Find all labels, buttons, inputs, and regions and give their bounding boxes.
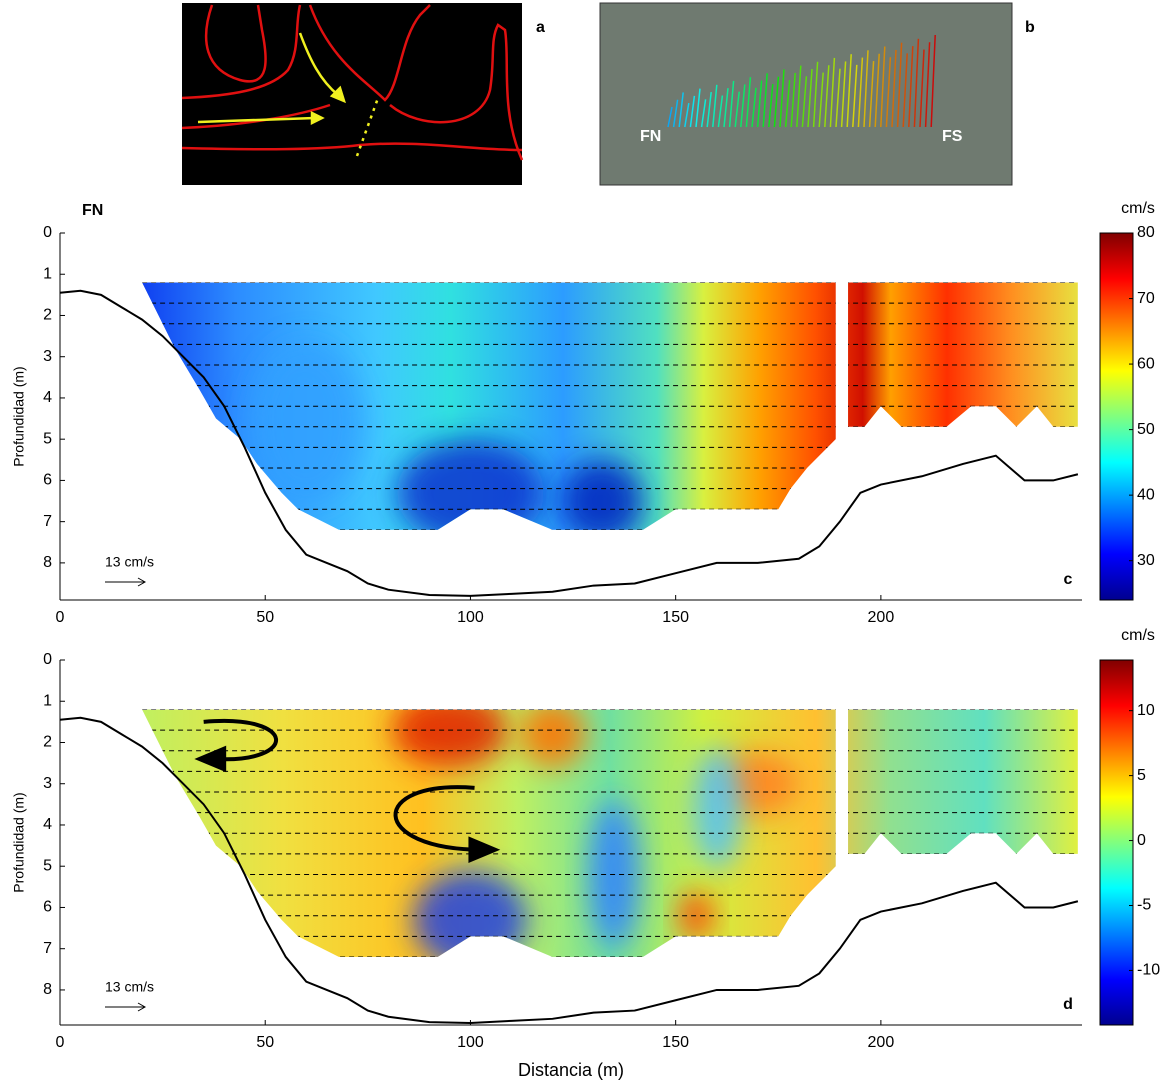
colorbar-tick-label: 10 [1137, 702, 1155, 719]
x-tick-label: 50 [256, 1034, 274, 1051]
scale-arrowhead [137, 577, 147, 587]
colorbar-tick-label: 5 [1137, 767, 1146, 784]
eddy-arrows [194, 718, 501, 864]
scale-label: 13 cm/s [105, 554, 154, 570]
colorbar-tick-label: -10 [1137, 962, 1160, 979]
panel-a: a [181, 3, 545, 185]
y-tick-label: 8 [43, 981, 52, 998]
x-tick-label: 150 [662, 1034, 689, 1051]
y-tick-label: 4 [43, 816, 52, 833]
y-tick-label: 1 [43, 692, 52, 709]
colorbar-title: cm/s [1121, 627, 1155, 644]
y-tick-label: 0 [43, 224, 52, 241]
x-tick-label: 50 [256, 609, 274, 626]
x-axis-label: Distancia (m) [518, 1060, 624, 1080]
y-tick-label: 8 [43, 554, 52, 571]
y-axis-label: Profundidad (m) [11, 792, 27, 892]
colorbar-tick-label: 40 [1137, 486, 1155, 503]
x-tick-label: 150 [662, 609, 689, 626]
y-tick-label: 5 [43, 857, 52, 874]
panel-label: b [1025, 19, 1035, 36]
panel-label: d [1063, 996, 1073, 1013]
panel-label: c [1064, 571, 1073, 588]
y-tick-label: 1 [43, 265, 52, 282]
map-background [182, 3, 522, 185]
velocity-arrows [667, 34, 936, 128]
colorbar-tick-label: 60 [1137, 355, 1155, 372]
panel-b-label: FN [640, 128, 661, 145]
y-tick-label: 2 [43, 307, 52, 324]
velocity-field [142, 282, 1078, 530]
y-tick-label: 5 [43, 430, 52, 447]
y-tick-label: 4 [43, 389, 52, 406]
x-tick-label: 200 [868, 1034, 895, 1051]
colorbar-tick-label: 70 [1137, 290, 1155, 307]
y-tick-label: 3 [43, 348, 52, 365]
panel-label: a [536, 19, 545, 36]
y-tick-label: 3 [43, 775, 52, 792]
y-tick-label: 6 [43, 899, 52, 916]
velocity-field [142, 709, 1078, 957]
colorbar-tick-label: 50 [1137, 421, 1155, 438]
scale-label: 13 cm/s [105, 979, 154, 995]
x-tick-label: 0 [56, 609, 65, 626]
y-tick-label: 7 [43, 513, 52, 530]
colorbar-tick-label: 0 [1137, 832, 1146, 849]
y-tick-label: 7 [43, 940, 52, 957]
x-tick-label: 100 [457, 1034, 484, 1051]
y-tick-label: 6 [43, 472, 52, 489]
x-tick-label: 0 [56, 1034, 65, 1051]
colorbar-tick-label: -5 [1137, 897, 1151, 914]
y-tick-label: 2 [43, 734, 52, 751]
colorbar-tick-label: 30 [1137, 552, 1155, 569]
colorbar [1099, 232, 1134, 601]
panel-b: FN FS b [599, 2, 1035, 186]
corner-label: FN [82, 202, 103, 219]
y-axis-label: Profundidad (m) [11, 366, 27, 466]
panel-b-label: FS [942, 128, 963, 145]
x-tick-label: 200 [868, 609, 895, 626]
x-tick-label: 100 [457, 609, 484, 626]
scale-arrowhead [137, 1002, 147, 1012]
colorbar-title: cm/s [1121, 200, 1155, 217]
shoreline [181, 4, 524, 161]
y-tick-label: 0 [43, 651, 52, 668]
colorbar [1099, 659, 1134, 1026]
flow-arrows [197, 32, 380, 157]
colorbar-tick-label: 80 [1137, 224, 1155, 241]
photo-background [599, 2, 1013, 186]
